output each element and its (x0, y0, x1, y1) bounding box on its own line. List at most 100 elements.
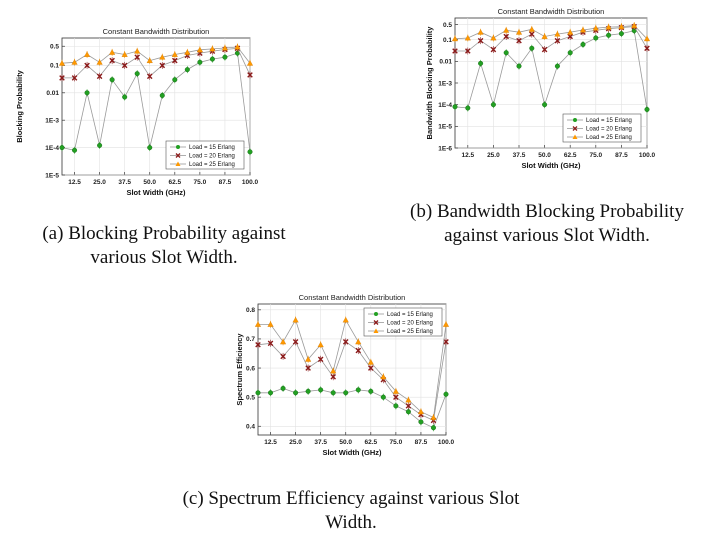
marker-stroke (96, 73, 103, 80)
data-point (606, 32, 612, 38)
data-point (417, 408, 424, 415)
data-point (465, 48, 471, 54)
data-point (159, 62, 166, 69)
x-tick-label: 75.0 (194, 179, 207, 186)
y-axis-label: Blocking Probability (15, 69, 24, 142)
marker-stroke (267, 340, 274, 347)
marker-stroke (465, 48, 471, 54)
data-point (343, 390, 349, 396)
data-point (159, 92, 165, 98)
data-point (247, 149, 253, 155)
y-tick-label: 1E-5 (438, 124, 452, 131)
data-point (393, 403, 399, 409)
marker-stroke (84, 62, 90, 69)
data-point (246, 60, 254, 66)
data-point (567, 29, 574, 35)
x-tick-label: 100.0 (242, 179, 259, 186)
data-point (464, 34, 471, 41)
data-point (305, 365, 311, 371)
x-tick-label: 87.5 (615, 152, 628, 159)
x-tick-label: 12.5 (264, 439, 277, 446)
data-point (618, 31, 624, 37)
caption-b: (b) Bandwidth Blocking Probability again… (410, 201, 684, 246)
data-point (516, 63, 522, 69)
legend-label: Load = 20 Erlang (189, 154, 235, 160)
data-point (593, 35, 599, 41)
marker-stroke (477, 37, 484, 44)
marker-stroke (503, 33, 509, 40)
data-point (209, 45, 216, 52)
chart-a: Constant Bandwidth Distribution 12.5 25.0 3… (0, 0, 290, 210)
data-point (71, 75, 78, 81)
y-tick-label: 1E-4 (45, 145, 59, 152)
data-point (109, 49, 116, 55)
marker-stroke (405, 403, 412, 409)
data-point (442, 321, 450, 327)
data-point (184, 67, 190, 73)
x-tick-label: 12.5 (68, 179, 81, 186)
x-tick-label: 87.5 (219, 179, 232, 186)
data-point (516, 37, 522, 44)
marker-stroke (255, 341, 261, 348)
marker-stroke (59, 75, 65, 81)
data-point (147, 145, 153, 151)
x-tick-label: 62.5 (564, 152, 577, 159)
data-point (367, 359, 374, 365)
data-point (254, 321, 262, 327)
data-point (418, 419, 424, 425)
data-point (221, 44, 228, 51)
data-point (330, 390, 336, 396)
data-point (477, 29, 484, 35)
x-axis-label: Slot Width (GHz) (126, 188, 186, 197)
marker-stroke (172, 57, 178, 64)
y-axis-label: Spectrum Efficiency (235, 333, 244, 406)
data-point (58, 60, 66, 66)
data-point (59, 145, 65, 151)
data-point (146, 57, 153, 63)
data-point (96, 59, 103, 65)
legend-marker (572, 134, 578, 139)
y-tick-label: 0.1 (50, 63, 59, 70)
data-point (292, 316, 299, 323)
marker-stroke (109, 57, 115, 64)
y-tick-label: 0.5 (246, 394, 255, 401)
data-point (554, 63, 560, 69)
x-tick-label: 25.0 (93, 179, 106, 186)
marker-stroke (146, 73, 153, 80)
data-point (280, 385, 286, 391)
marker-stroke (317, 356, 324, 363)
x-tick-label: 37.5 (314, 439, 327, 446)
data-point (305, 388, 311, 394)
legend-label: Load = 25 Erlang (189, 162, 235, 168)
data-point (342, 316, 349, 323)
data-point (330, 367, 337, 374)
data-point (443, 339, 449, 345)
y-tick-label: 1E-3 (45, 118, 59, 125)
data-point (268, 390, 274, 396)
x-tick-label: 75.0 (390, 439, 403, 446)
data-point (292, 339, 299, 345)
chart-b: Constant Bandwidth Distribution 12.5 25.0 3… (400, 0, 702, 185)
data-point (554, 31, 561, 37)
legend-marker (175, 153, 181, 158)
data-point (542, 102, 548, 108)
marker-stroke (134, 54, 140, 60)
data-point (405, 396, 412, 403)
data-point (478, 60, 484, 66)
data-point (529, 45, 535, 51)
data-point (293, 390, 299, 396)
series-line (61, 46, 251, 64)
legend-marker (573, 118, 577, 122)
data-point (209, 56, 215, 62)
data-point (280, 338, 287, 345)
data-point (71, 59, 78, 65)
data-point (592, 25, 599, 31)
series-line (257, 341, 447, 421)
data-point (172, 77, 178, 83)
legend-marker (176, 145, 180, 149)
data-point (541, 33, 548, 39)
marker-stroke (393, 394, 399, 400)
y-tick-label: 0.5 (443, 22, 452, 29)
series-line (455, 26, 648, 52)
x-tick-label: 50.0 (538, 152, 551, 159)
